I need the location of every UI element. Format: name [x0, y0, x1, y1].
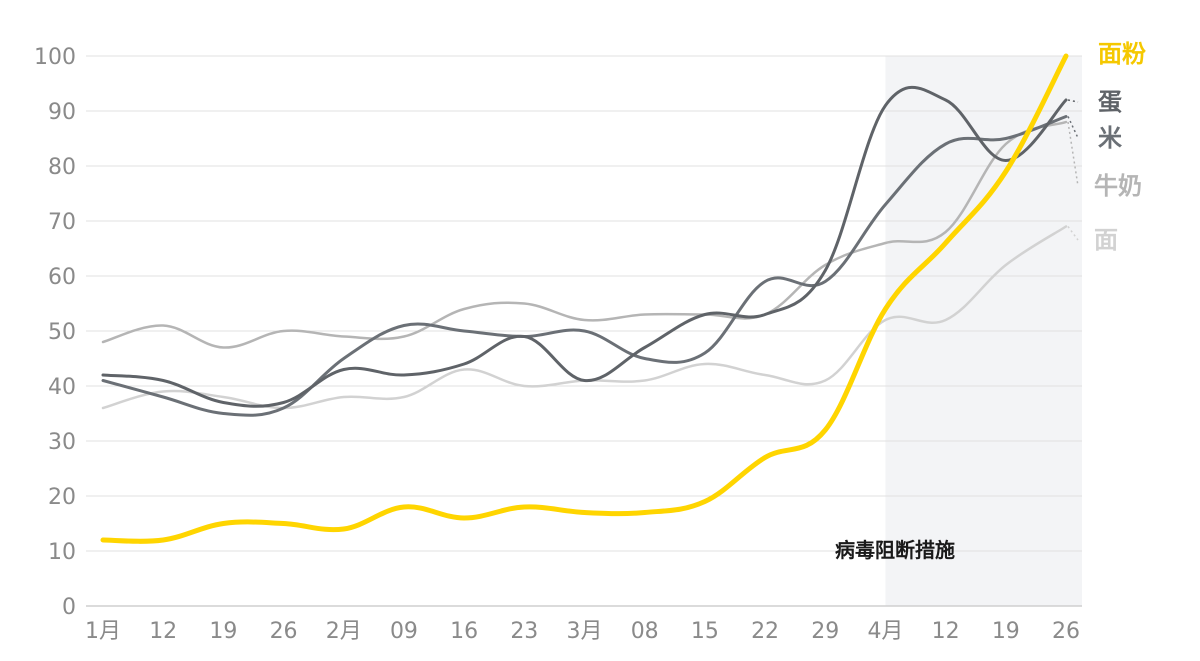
y-tick-label: 80: [48, 155, 76, 180]
series-line-3: [101, 115, 1068, 417]
x-tick-label: 12: [932, 619, 960, 644]
y-tick-label: 90: [48, 100, 76, 125]
series-layer: [100, 53, 1069, 544]
series-leader-line: [1067, 121, 1079, 187]
x-tick-label: 08: [631, 619, 659, 644]
series-label-4: 牛奶: [1094, 172, 1142, 200]
y-tick-label: 20: [48, 485, 76, 510]
x-tick-label: 26: [270, 619, 298, 644]
shaded-region-label: 病毒阻断措施: [835, 538, 955, 562]
x-tick-label: 26: [1052, 619, 1080, 644]
grid-layer: 0 10 20 30 40 50 60 70 80 90 100 1月 12 19 26 2月 09 16 23 3月…: [34, 45, 1082, 644]
series-label-3: 米: [1098, 124, 1122, 152]
x-tick-label: 12: [149, 619, 177, 644]
x-tick-label: 19: [209, 619, 237, 644]
series-line-4: [101, 120, 1068, 349]
series-line-5: [101, 225, 1068, 410]
x-tick-label: 4月: [867, 619, 903, 644]
series-leader-line: [1067, 99, 1079, 103]
series-label-5: 面: [1094, 226, 1118, 254]
series-leader-line: [1067, 116, 1079, 139]
y-tick-label: 70: [48, 210, 76, 235]
x-tick-label: 3月: [567, 619, 603, 644]
x-tick-label: 19: [992, 619, 1020, 644]
y-tick-label: 10: [48, 540, 76, 565]
series-label-2: 蛋: [1098, 88, 1122, 116]
x-tick-label: 15: [691, 619, 719, 644]
x-tick-label: 16: [450, 619, 478, 644]
y-tick-label: 100: [34, 45, 76, 70]
series-label-1: 面粉: [1098, 40, 1146, 68]
y-tick-label: 40: [48, 375, 76, 400]
x-tick-label: 23: [510, 619, 538, 644]
x-tick-label: 29: [811, 619, 839, 644]
series-line-1: [100, 53, 1069, 544]
y-tick-label: 0: [62, 595, 76, 620]
x-tick-label: 1月: [85, 619, 121, 644]
series-line-2: [101, 85, 1068, 408]
y-tick-label: 60: [48, 265, 76, 290]
x-tick-label: 09: [390, 619, 418, 644]
y-tick-label: 30: [48, 430, 76, 455]
x-tick-label: 22: [751, 619, 779, 644]
x-tick-label: 2月: [326, 619, 362, 644]
y-tick-label: 50: [48, 320, 76, 345]
